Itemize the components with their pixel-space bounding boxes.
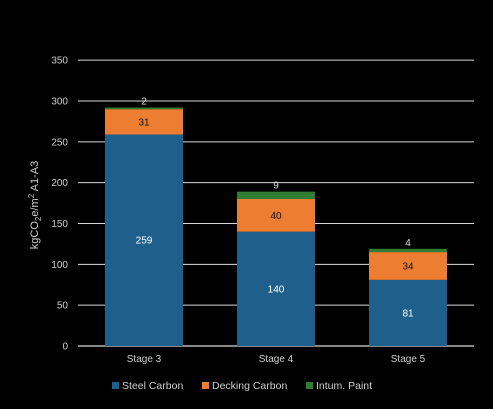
data-label: 259 xyxy=(136,236,153,247)
y-tick-label: 0 xyxy=(62,342,68,353)
bar-intum-paint-1 xyxy=(105,107,183,110)
legend-label: Intum. Paint xyxy=(316,380,372,392)
data-labels: 259 31 2 140 40 9 81 34 4 xyxy=(136,97,414,320)
x-axis-ticks: Stage 3 Stage 4 Stage 5 xyxy=(127,354,426,365)
y-tick-label: 150 xyxy=(51,219,68,230)
data-label: 9 xyxy=(273,181,279,192)
legend-swatch xyxy=(202,382,209,389)
bar-steel-carbon-3 xyxy=(369,279,447,346)
y-axis-label-part: 2 xyxy=(27,193,36,198)
x-tick-label: Stage 4 xyxy=(259,354,294,365)
y-tick-label: 200 xyxy=(51,178,68,189)
bar-decking-carbon-2 xyxy=(237,199,315,232)
bar-intum-paint-3 xyxy=(369,248,447,253)
y-axis-label-part: 2 xyxy=(34,216,43,221)
legend-label: Decking Carbon xyxy=(212,380,287,392)
y-tick-label: 300 xyxy=(51,97,68,108)
y-axis-ticks: 0 50 100 150 200 250 300 350 xyxy=(51,56,68,353)
data-label: 34 xyxy=(402,261,414,272)
legend: Steel Carbon Decking Carbon Intum. Paint xyxy=(112,380,372,392)
bars xyxy=(105,107,447,346)
bar-steel-carbon-1 xyxy=(105,134,183,346)
y-tick-label: 100 xyxy=(51,260,68,271)
data-label: 31 xyxy=(138,117,150,128)
legend-label: Steel Carbon xyxy=(122,380,183,392)
bar-steel-carbon-2 xyxy=(237,231,315,346)
data-label: 140 xyxy=(268,284,285,295)
legend-swatch xyxy=(306,382,313,389)
bar-intum-paint-2 xyxy=(237,191,315,199)
y-axis-label-part: kgCO xyxy=(29,221,41,250)
y-axis-label-part: e/m xyxy=(29,198,41,216)
x-tick-label: Stage 5 xyxy=(391,354,426,365)
data-label: 2 xyxy=(141,97,147,108)
y-tick-label: 250 xyxy=(51,137,68,148)
data-label: 4 xyxy=(405,238,411,249)
data-label: 40 xyxy=(270,211,282,222)
x-tick-label: Stage 3 xyxy=(127,354,162,365)
bar-decking-carbon-1 xyxy=(105,109,183,135)
y-tick-label: 50 xyxy=(57,301,69,312)
y-axis-label-part: A1-A3 xyxy=(29,161,41,194)
legend-swatch xyxy=(112,382,119,389)
bar-decking-carbon-3 xyxy=(369,252,447,280)
y-tick-label: 350 xyxy=(51,56,68,67)
data-label: 81 xyxy=(402,308,414,319)
y-axis-label: kgCO2e/m2 A1-A3 xyxy=(27,161,43,249)
